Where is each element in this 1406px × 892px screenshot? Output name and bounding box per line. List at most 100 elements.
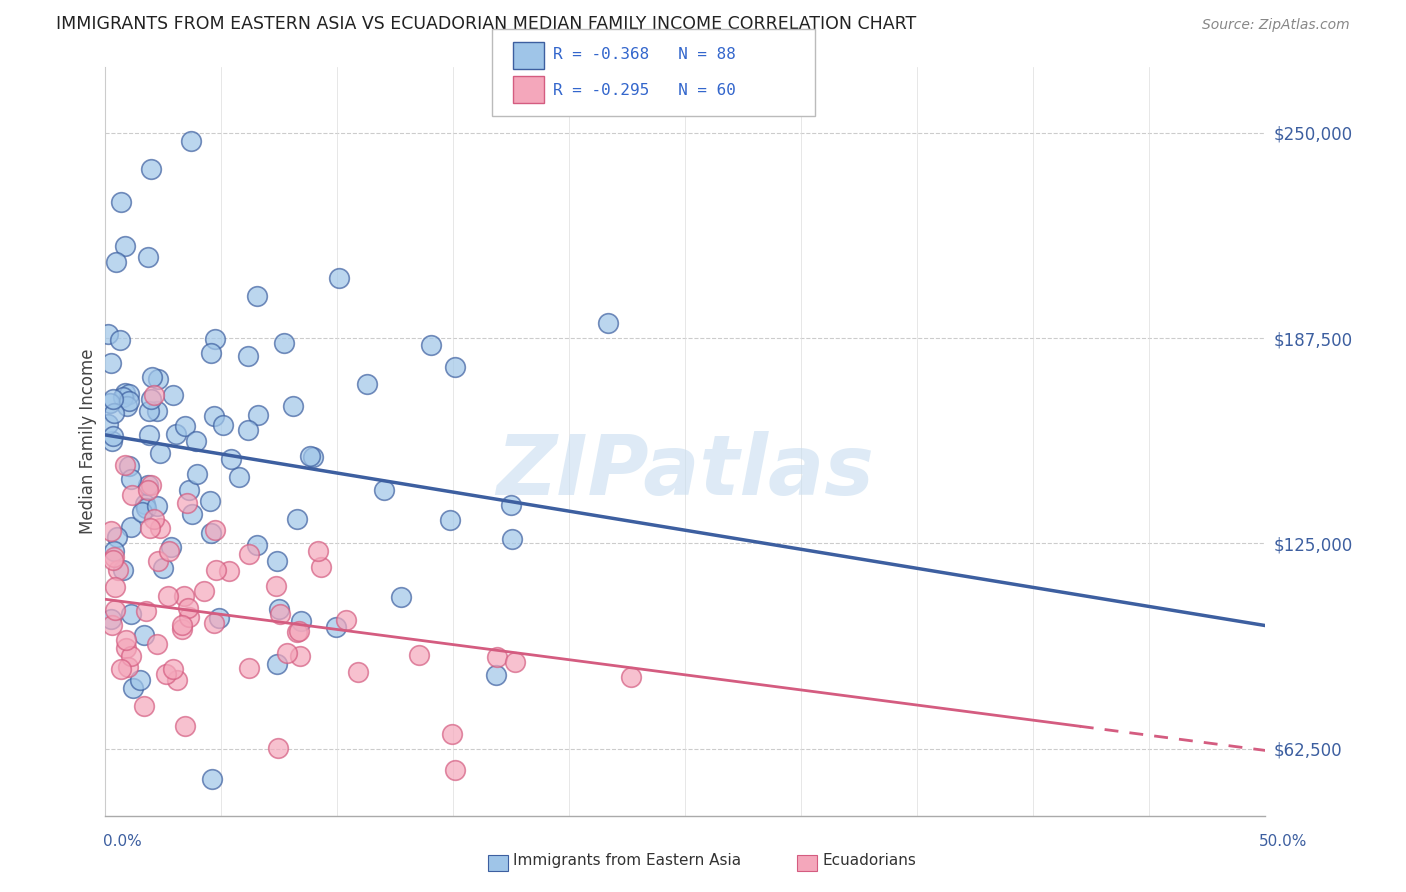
Point (598, 316, 620, 330)
Point (266, 554, 288, 568)
Point (117, 660, 139, 674)
Point (110, 662, 132, 676)
Point (146, 637, 169, 651)
Point (138, 403, 160, 417)
Point (112, 564, 135, 578)
Point (176, 496, 198, 510)
Point (132, 628, 155, 642)
Point (208, 611, 231, 625)
Point (346, 665, 368, 679)
Text: R = -0.295   N = 60: R = -0.295 N = 60 (553, 83, 735, 98)
Point (142, 512, 165, 526)
Point (389, 590, 412, 604)
Y-axis label: Median Family Income: Median Family Income (79, 349, 97, 534)
Text: Ecuadorians: Ecuadorians (823, 854, 917, 868)
Point (238, 349, 260, 363)
Point (120, 472, 142, 486)
Point (135, 604, 157, 618)
Point (166, 673, 188, 688)
Text: IMMIGRANTS FROM EASTERN ASIA VS ECUADORIAN MEDIAN FAMILY INCOME CORRELATION CHAR: IMMIGRANTS FROM EASTERN ASIA VS ECUADORI… (56, 15, 917, 33)
Text: Immigrants from Eastern Asia: Immigrants from Eastern Asia (513, 854, 741, 868)
Point (155, 667, 177, 681)
Point (212, 418, 235, 433)
Point (288, 624, 311, 639)
Point (173, 590, 195, 604)
Point (101, 392, 124, 406)
Point (246, 289, 269, 303)
Point (204, 332, 226, 346)
Point (146, 404, 169, 418)
Point (170, 618, 193, 632)
Point (110, 194, 132, 209)
Point (266, 657, 288, 671)
Point (290, 649, 312, 664)
Point (118, 387, 141, 401)
Point (238, 547, 260, 561)
Point (120, 607, 142, 622)
Point (120, 520, 142, 534)
Point (173, 719, 195, 733)
Text: Source: ZipAtlas.com: Source: ZipAtlas.com (1202, 19, 1350, 32)
Point (122, 681, 145, 695)
Point (444, 763, 467, 777)
Point (264, 579, 287, 593)
Point (136, 477, 159, 491)
Point (139, 392, 162, 406)
Point (501, 532, 523, 546)
Point (485, 649, 508, 664)
Point (114, 239, 136, 253)
Point (115, 399, 138, 413)
Point (204, 563, 226, 577)
Point (311, 560, 333, 574)
Point (238, 661, 260, 675)
Point (134, 497, 156, 511)
Point (157, 544, 180, 558)
Point (267, 602, 290, 616)
Point (328, 270, 350, 285)
Point (283, 400, 305, 414)
Point (103, 406, 125, 420)
Point (299, 449, 322, 463)
Point (335, 613, 357, 627)
Point (148, 372, 170, 386)
Point (200, 525, 222, 540)
Point (132, 698, 155, 713)
Point (146, 554, 169, 568)
Point (290, 614, 312, 628)
Point (101, 618, 124, 632)
Point (141, 477, 163, 491)
Text: 0.0%: 0.0% (103, 834, 142, 848)
Point (443, 359, 465, 374)
Text: ZIPatlas: ZIPatlas (496, 431, 875, 512)
Point (186, 467, 208, 481)
Point (139, 521, 162, 535)
Point (218, 564, 240, 578)
Point (121, 488, 143, 502)
Text: 50.0%: 50.0% (1260, 834, 1308, 848)
Point (101, 552, 124, 566)
Point (104, 603, 127, 617)
Point (139, 161, 162, 176)
Point (228, 470, 250, 484)
Point (221, 451, 243, 466)
Point (136, 250, 159, 264)
Point (204, 523, 226, 537)
Point (301, 450, 323, 465)
Point (114, 386, 136, 401)
Point (129, 673, 152, 688)
Point (408, 648, 430, 663)
Point (285, 512, 308, 526)
Point (193, 584, 215, 599)
Point (200, 346, 222, 360)
Point (157, 589, 180, 603)
Point (179, 610, 201, 624)
Point (162, 662, 184, 676)
Point (373, 483, 395, 497)
Point (170, 622, 193, 636)
Point (198, 494, 221, 508)
Point (114, 458, 136, 472)
Point (135, 500, 157, 515)
Point (176, 600, 198, 615)
Point (162, 388, 184, 402)
Point (356, 376, 378, 391)
